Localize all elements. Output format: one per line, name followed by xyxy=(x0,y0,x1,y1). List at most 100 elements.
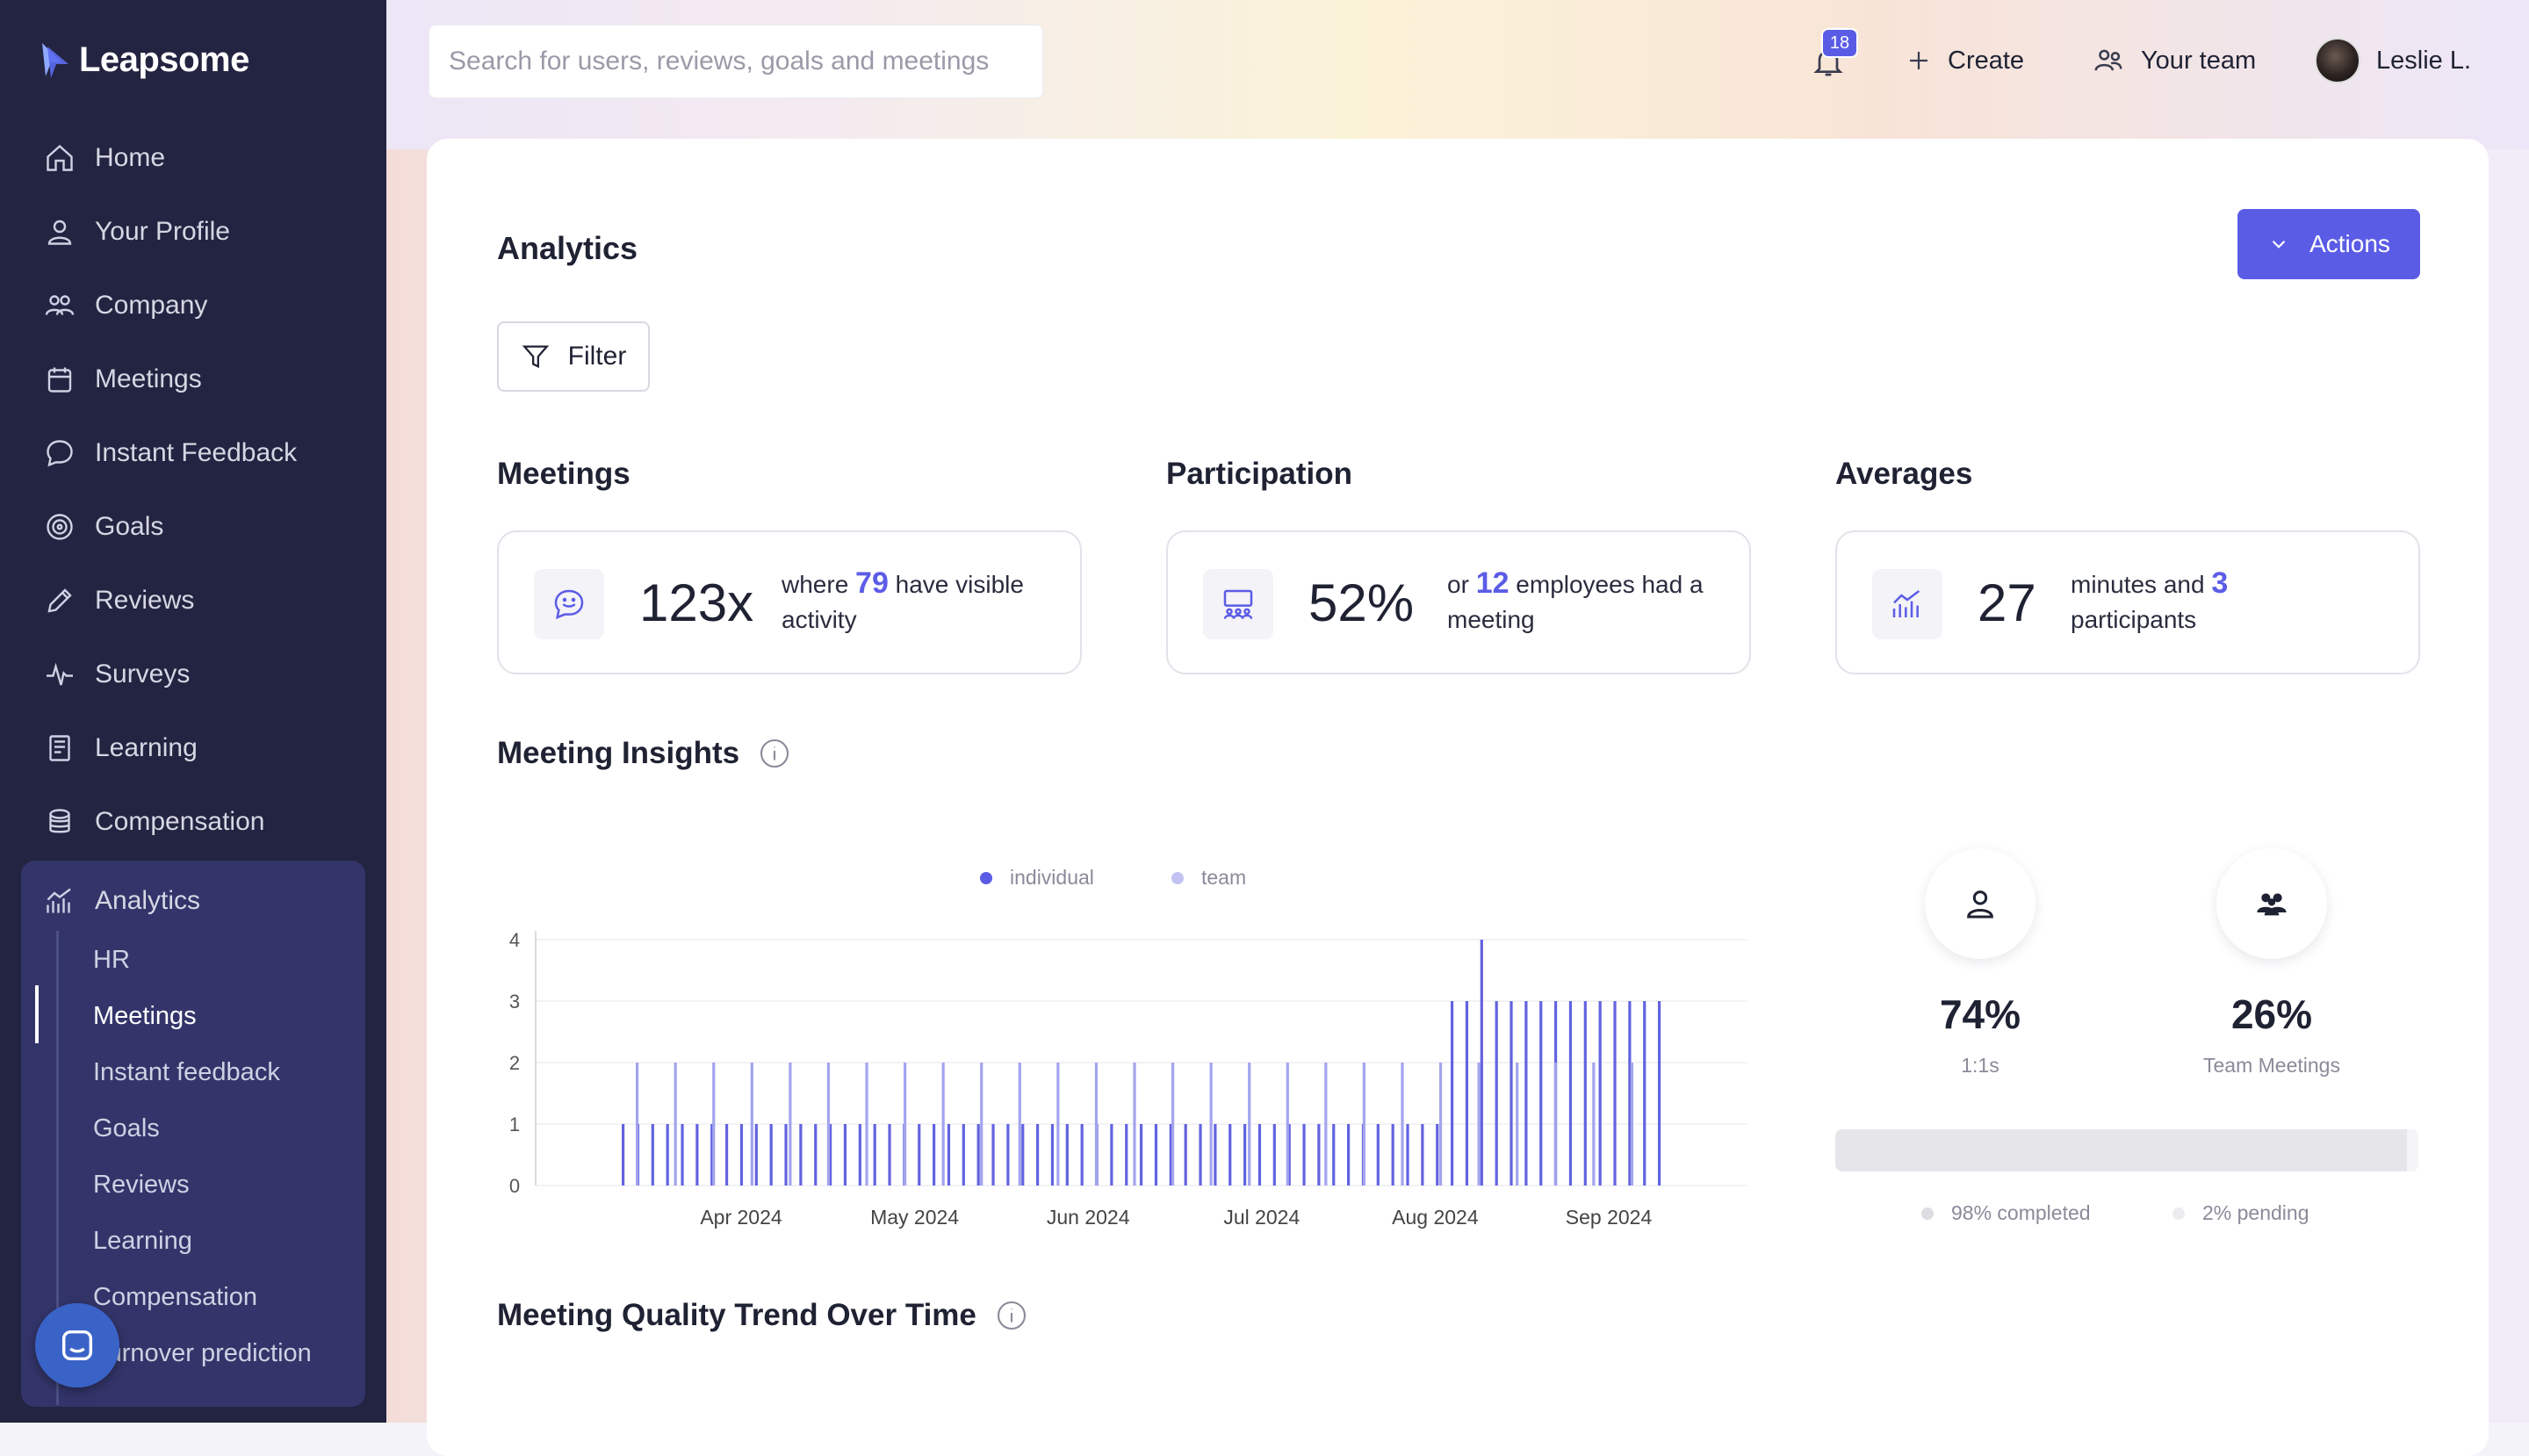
legend-individual[interactable]: individual xyxy=(980,866,1094,890)
sidebar-item-analytics[interactable]: Analytics xyxy=(44,875,200,927)
subnav-item-instant-feedback[interactable]: Instant feedback xyxy=(93,1057,280,1086)
bar-individual xyxy=(1110,1124,1113,1186)
bar-individual xyxy=(710,1124,714,1186)
subnav-item-goals[interactable]: Goals xyxy=(93,1114,160,1142)
sidebar-item-surveys[interactable]: Surveys xyxy=(44,648,190,701)
bar-individual xyxy=(1199,1124,1202,1186)
bar-individual xyxy=(1539,1001,1543,1186)
legend-dot xyxy=(2172,1207,2185,1220)
bar-individual xyxy=(1613,1001,1617,1186)
subnav-item-learning[interactable]: Learning xyxy=(93,1226,192,1255)
actions-label: Actions xyxy=(2309,230,2390,257)
averages-heading: Averages xyxy=(1835,457,1973,491)
bar-team xyxy=(1248,1063,1251,1186)
sidebar-item-profile[interactable]: Your Profile xyxy=(44,205,230,258)
sidebar-item-company[interactable]: Company xyxy=(44,279,207,332)
person-icon xyxy=(1967,890,1993,919)
bar-team xyxy=(1056,1063,1060,1186)
subnav-item-turnover-prediction[interactable]: Turnover prediction xyxy=(93,1338,312,1367)
x-tick-label: Apr 2024 xyxy=(700,1206,782,1229)
bar-individual xyxy=(1658,1001,1661,1186)
team-meetings-label: Team Meetings xyxy=(2203,1054,2340,1077)
user-name: Leslie L. xyxy=(2376,46,2472,75)
sidebar-item-reviews[interactable]: Reviews xyxy=(44,574,194,627)
sidebar-item-goals[interactable]: Goals xyxy=(44,501,163,553)
participation-stat-card: 52% or 12 employees had a meeting xyxy=(1166,530,1751,674)
info-icon[interactable] xyxy=(996,1300,1027,1331)
subnav-item-compensation[interactable]: Compensation xyxy=(93,1282,257,1311)
bar-individual xyxy=(1287,1124,1291,1186)
user-menu[interactable]: Leslie L. xyxy=(2315,38,2472,83)
subnav-item-hr[interactable]: HR xyxy=(93,945,130,974)
section-title: Meeting Quality Trend Over Time xyxy=(497,1298,976,1332)
chevron-down-icon xyxy=(2272,240,2286,249)
bar-individual xyxy=(1228,1124,1232,1186)
stat-highlight: 12 xyxy=(1475,566,1509,600)
group-icon xyxy=(2257,893,2287,916)
bar-individual xyxy=(651,1124,654,1186)
your-team-button[interactable]: Your team xyxy=(2092,39,2256,83)
leapsome-logo-icon xyxy=(42,42,68,78)
stat-text-pre: minutes and xyxy=(2071,571,2205,598)
participation-heading: Participation xyxy=(1166,457,1352,491)
x-tick-label: Jul 2024 xyxy=(1223,1206,1300,1229)
sidebar-item-compensation[interactable]: Compensation xyxy=(44,796,264,848)
bar-individual xyxy=(962,1124,965,1186)
bar-individual xyxy=(1257,1124,1262,1186)
bar-individual xyxy=(754,1124,758,1186)
coins-icon xyxy=(49,809,70,833)
filter-button[interactable]: Filter xyxy=(497,321,650,392)
sidebar-item-label: Company xyxy=(95,291,208,320)
bar-team xyxy=(826,1063,831,1186)
bar-individual xyxy=(1568,1001,1573,1186)
subnav-active-indicator xyxy=(35,985,39,1043)
create-button[interactable]: Create xyxy=(1906,39,2024,83)
brand-logo[interactable]: Leapsome xyxy=(39,40,249,80)
bar-individual xyxy=(1495,1001,1498,1186)
bar-team xyxy=(941,1063,945,1186)
sidebar-item-home[interactable]: Home xyxy=(44,132,165,184)
section-title: Meeting Insights xyxy=(497,736,740,770)
bar-individual xyxy=(1391,1124,1394,1186)
sidebar-item-learning[interactable]: Learning xyxy=(44,722,198,775)
y-tick-label: 4 xyxy=(509,929,520,951)
sidebar-item-meetings[interactable]: Meetings xyxy=(44,353,202,406)
support-chat-button[interactable] xyxy=(35,1303,119,1388)
calendar-icon xyxy=(47,367,72,393)
info-icon[interactable] xyxy=(759,738,790,769)
stat-text-post: participants xyxy=(2071,606,2197,633)
bar-individual xyxy=(1583,1001,1587,1186)
bar-individual xyxy=(681,1124,684,1186)
bar-individual xyxy=(1643,1001,1646,1186)
search-box[interactable] xyxy=(429,25,1043,98)
bar-team xyxy=(1362,1063,1366,1186)
bar-team xyxy=(1018,1063,1021,1186)
bar-individual xyxy=(829,1124,832,1186)
pending-label: 2% pending xyxy=(2202,1201,2309,1224)
bar-team xyxy=(1133,1063,1136,1186)
legend-dot xyxy=(980,871,992,884)
actions-button[interactable]: Actions xyxy=(2237,209,2420,279)
page-title: Analytics xyxy=(497,230,638,266)
avatar xyxy=(2315,38,2360,83)
search-input[interactable] xyxy=(447,46,1025,77)
bar-individual xyxy=(622,1124,625,1186)
bar-individual xyxy=(1006,1124,1010,1186)
sidebar-item-instant-feedback[interactable]: Instant Feedback xyxy=(44,427,297,479)
subnav-item-meetings[interactable]: Meetings xyxy=(93,1001,197,1030)
stat-text-post: have visible activity xyxy=(782,571,1024,633)
progress-pending-fill xyxy=(2406,1129,2418,1171)
book-icon xyxy=(49,735,70,761)
subnav-item-reviews[interactable]: Reviews xyxy=(93,1170,190,1199)
stat-text-post: employees had a meeting xyxy=(1447,571,1704,633)
bar-individual xyxy=(1347,1124,1351,1186)
sidebar-item-label: Your Profile xyxy=(95,217,230,246)
sidebar-item-label: Compensation xyxy=(95,807,265,836)
bar-individual xyxy=(1332,1124,1336,1186)
bar-individual xyxy=(1021,1124,1025,1186)
bar-individual xyxy=(1480,940,1483,1186)
bar-individual xyxy=(1628,1001,1632,1186)
legend-label: individual xyxy=(1010,866,1094,889)
sidebar-item-label: Analytics xyxy=(95,886,201,915)
legend-team[interactable]: team xyxy=(1171,866,1246,890)
